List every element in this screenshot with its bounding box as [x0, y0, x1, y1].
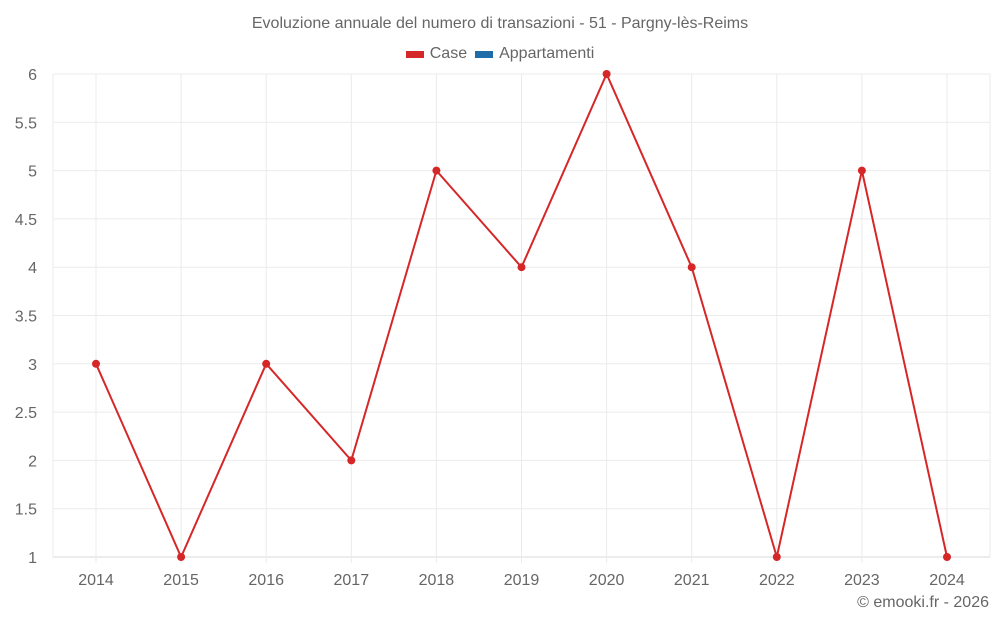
legend-label-appartamenti: Appartamenti [499, 45, 595, 62]
data-point [943, 553, 951, 561]
y-tick-label: 3.5 [15, 309, 37, 326]
y-tick-label: 2 [28, 453, 37, 470]
y-tick-label: 4 [28, 260, 37, 277]
x-tick-label: 2024 [929, 572, 965, 589]
x-tick-label: 2017 [334, 572, 370, 589]
data-point [262, 359, 271, 368]
x-tick-label: 2021 [674, 572, 710, 589]
x-tick-label: 2014 [78, 572, 114, 589]
y-tick-label: 2.5 [15, 405, 37, 422]
y-tick-label: 6 [28, 67, 37, 84]
y-tick-label: 4.5 [15, 212, 37, 229]
x-tick-label: 2022 [759, 572, 795, 589]
data-point [177, 553, 186, 561]
y-tick-label: 1.5 [15, 502, 37, 519]
x-tick-label: 2018 [419, 572, 455, 589]
data-point [347, 456, 356, 465]
data-point [602, 70, 611, 78]
legend: Case Appartamenti [0, 45, 1000, 63]
legend-item-appartamenti[interactable]: Appartamenti [475, 45, 594, 63]
legend-item-case[interactable]: Case [405, 45, 468, 63]
data-point [857, 166, 866, 175]
y-tick-label: 1 [28, 550, 37, 567]
data-point [92, 359, 100, 368]
series-line-case [95, 71, 948, 560]
data-point [687, 263, 696, 272]
chart-title: Evoluzione annuale del numero di transaz… [251, 15, 749, 32]
credit-text: © emooki.fr - 2026 [857, 594, 989, 611]
legend-label-case: Case [429, 45, 468, 62]
x-tick-label: 2016 [248, 572, 284, 589]
y-tick-label: 3 [28, 357, 37, 374]
legend-swatch-case [405, 50, 424, 58]
legend-swatch-appartamenti [475, 50, 494, 58]
x-tick-label: 2023 [844, 572, 880, 589]
x-tick-label: 2019 [504, 572, 540, 589]
x-tick-label: 2020 [589, 572, 625, 589]
data-point [517, 263, 526, 272]
data-point [772, 553, 781, 561]
y-tick-label: 5.5 [15, 115, 37, 132]
x-tick-label: 2015 [163, 572, 199, 589]
y-tick-label: 5 [28, 164, 37, 181]
data-point [432, 166, 441, 175]
